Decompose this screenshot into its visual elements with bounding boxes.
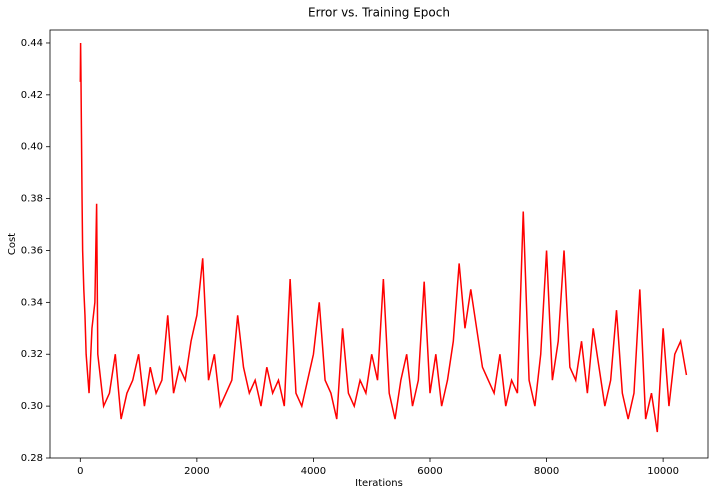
y-tick-label: 0.28 xyxy=(21,453,43,464)
data-line xyxy=(79,42,688,433)
x-tick-label: 10000 xyxy=(647,466,679,477)
x-tick-label: 2000 xyxy=(184,466,209,477)
plot-frame xyxy=(49,29,709,459)
y-axis-label: Cost xyxy=(7,233,18,255)
x-tick-label: 6000 xyxy=(417,466,442,477)
x-tick-label: 0 xyxy=(77,466,83,477)
y-tick-label: 0.40 xyxy=(21,142,43,153)
y-tick-label: 0.38 xyxy=(21,194,43,205)
y-tick-label: 0.42 xyxy=(21,90,43,101)
y-tick-label: 0.36 xyxy=(21,245,43,256)
y-tick-label: 0.32 xyxy=(21,349,43,360)
y-tick-label: 0.30 xyxy=(21,401,43,412)
x-tick-label: 8000 xyxy=(534,466,559,477)
x-tick-label: 4000 xyxy=(301,466,326,477)
y-tick-label: 0.44 xyxy=(21,38,43,49)
y-tick-label: 0.34 xyxy=(21,297,43,308)
x-axis-label: Iterations xyxy=(355,478,403,489)
chart-title: Error vs. Training Epoch xyxy=(308,6,450,20)
